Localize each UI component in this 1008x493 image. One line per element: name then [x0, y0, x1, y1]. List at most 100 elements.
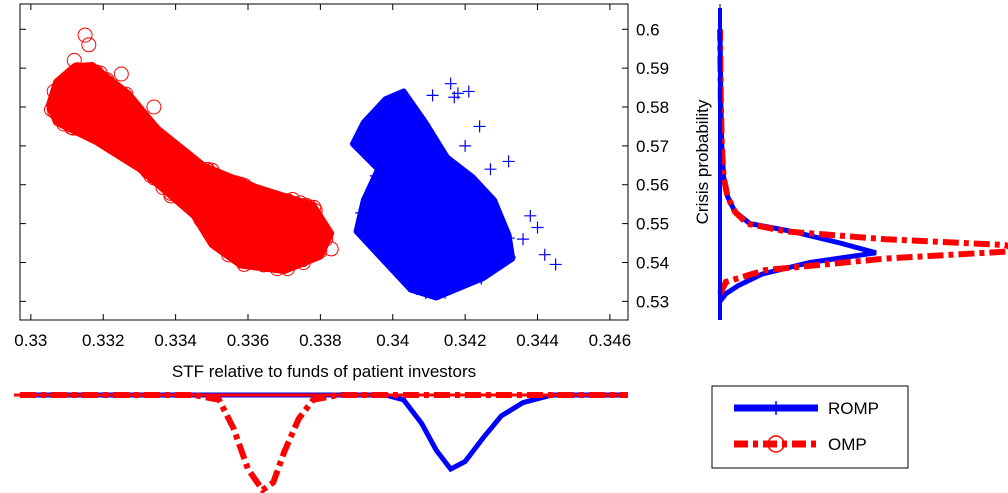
romp-data-point — [365, 132, 378, 145]
omp-density-curve-right — [717, 29, 1008, 295]
omp-data-point — [221, 247, 237, 263]
omp-data-point — [69, 105, 85, 121]
stf-density-panel — [14, 392, 628, 493]
romp-data-point — [416, 211, 429, 224]
romp-data-point — [497, 253, 510, 266]
romp-data-point — [426, 89, 439, 102]
omp-data-point — [133, 143, 149, 159]
romp-data-point — [382, 206, 395, 219]
romp-data-point — [467, 215, 480, 228]
romp-data-point — [456, 188, 469, 201]
omp-data-point — [254, 219, 270, 235]
romp-data-point — [491, 215, 504, 228]
romp-data-point — [480, 245, 493, 258]
omp-data-point — [110, 108, 126, 124]
omp-data-point — [79, 124, 95, 140]
romp-data-point — [444, 265, 457, 278]
romp-data-point — [355, 206, 368, 219]
romp-data-point — [375, 133, 388, 146]
romp-data-point — [444, 77, 457, 90]
legend: ROMP OMP — [711, 385, 909, 469]
romp-data-point — [364, 126, 377, 139]
romp-data-point — [360, 216, 373, 229]
omp-data-point — [97, 107, 113, 123]
omp-data-point — [265, 238, 281, 254]
romp-data-point — [464, 260, 477, 273]
romp-data-point — [393, 103, 406, 116]
romp-data-point — [389, 212, 402, 225]
romp-data-point — [484, 163, 497, 176]
omp-data-point — [239, 235, 255, 251]
omp-data-point — [177, 148, 193, 164]
omp-data-point — [99, 134, 115, 150]
romp-data-point — [366, 235, 379, 248]
omp-data-point — [198, 180, 214, 195]
omp-data-point — [186, 179, 202, 195]
romp-data-point — [517, 233, 530, 246]
omp-data-point — [306, 199, 322, 215]
romp-data-point — [401, 143, 414, 156]
legend-item-omp: OMP — [734, 435, 867, 454]
romp-data-point — [473, 223, 486, 236]
romp-data-point — [457, 213, 470, 226]
romp-data-point — [406, 130, 419, 143]
romp-data-point — [435, 196, 448, 209]
romp-data-point — [381, 141, 394, 154]
omp-data-point — [220, 182, 236, 198]
omp-data-point — [66, 52, 82, 68]
y-tick-label: 0.53 — [636, 292, 669, 311]
romp-data-point — [415, 122, 428, 135]
x-tick-label: 0.34 — [376, 331, 409, 350]
omp-data-point — [86, 128, 102, 144]
romp-data-point — [440, 259, 453, 272]
omp-data-point — [77, 27, 93, 43]
omp-data-point — [123, 106, 139, 122]
omp-data-point — [287, 247, 302, 263]
omp-data-point — [85, 68, 101, 84]
romp-data-point — [387, 196, 400, 209]
romp-data-point — [446, 281, 459, 294]
omp-data-point — [141, 136, 157, 152]
romp-data-point — [391, 189, 404, 202]
romp-data-point — [494, 236, 507, 249]
omp-data-point — [127, 149, 142, 165]
bottom-density-curves — [14, 392, 628, 493]
romp-data-point — [423, 244, 436, 257]
omp-data-point — [60, 73, 76, 89]
romp-data-point — [372, 243, 385, 256]
romp-data-point — [452, 237, 465, 250]
romp-data-point — [378, 122, 391, 135]
omp-data-point — [147, 170, 163, 186]
romp-data-point — [370, 216, 383, 229]
x-axis-ticks: 0.33 0.332 0.334 0.336 0.338 0.34 0.342 0.344 0.… — [14, 4, 631, 350]
romp-data-point — [408, 152, 421, 165]
romp-data-point — [431, 147, 444, 160]
omp-data-point — [132, 133, 148, 149]
romp-data-point — [394, 220, 407, 233]
x-tick-label: 0.33 — [14, 331, 47, 350]
omp-scatter-series — [44, 27, 339, 277]
omp-data-point — [260, 193, 275, 209]
romp-data-point — [428, 138, 441, 151]
romp-data-point — [388, 250, 401, 263]
romp-data-point — [415, 189, 428, 202]
omp-data-point — [46, 83, 62, 99]
romp-data-point — [414, 260, 427, 273]
omp-data-point — [155, 180, 171, 195]
romp-data-point — [380, 100, 393, 113]
romp-data-point — [470, 204, 483, 217]
omp-data-point — [233, 188, 249, 204]
romp-data-point — [407, 245, 420, 258]
omp-data-point — [209, 224, 225, 240]
omp-data-point — [302, 204, 318, 220]
omp-data-point — [215, 172, 231, 188]
romp-data-point — [436, 170, 449, 183]
omp-data-point — [251, 235, 266, 251]
omp-data-point — [146, 99, 162, 115]
omp-data-point — [228, 183, 244, 199]
romp-data-point — [459, 243, 472, 256]
omp-data-point — [234, 212, 250, 228]
romp-data-point — [418, 150, 431, 163]
romp-data-point — [373, 184, 386, 197]
omp-data-point — [56, 116, 72, 132]
